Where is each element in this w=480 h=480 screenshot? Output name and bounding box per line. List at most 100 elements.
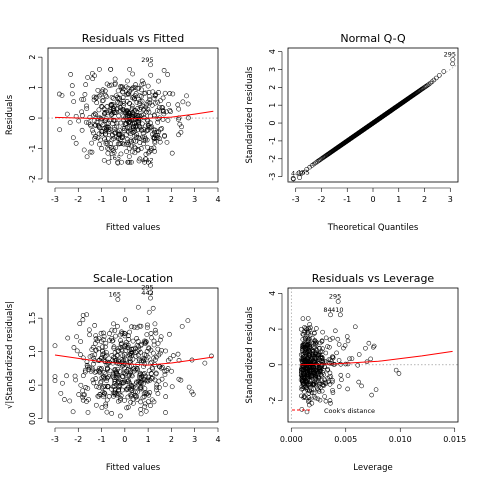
data-point [147, 97, 153, 102]
data-point [96, 107, 102, 113]
x-tick-label: -3 [51, 195, 59, 204]
data-point [165, 72, 170, 77]
data-point [73, 377, 78, 383]
x-tick-label: 3 [192, 435, 197, 444]
data-point [309, 367, 314, 373]
data-point [115, 353, 121, 358]
data-point [151, 342, 157, 348]
data-point [135, 127, 141, 133]
data-point [124, 376, 130, 382]
data-point [141, 107, 146, 113]
data-point [137, 323, 142, 329]
data-point [303, 395, 308, 400]
x-axis-label: Fitted values [106, 463, 161, 473]
data-point [130, 85, 136, 91]
data-point [144, 128, 149, 134]
data-point [437, 73, 442, 78]
data-point [318, 340, 323, 346]
data-point [109, 101, 114, 107]
data-point [101, 158, 107, 163]
data-point [152, 321, 158, 327]
data-point [323, 398, 329, 404]
data-point [180, 99, 186, 105]
x-axis-label: Fitted values [106, 223, 161, 233]
data-point [318, 372, 324, 377]
x-tick-label: 3 [192, 195, 197, 204]
data-point [130, 129, 136, 135]
data-point [155, 119, 161, 125]
data-point [314, 358, 320, 363]
data-point [132, 93, 138, 98]
data-point [157, 337, 163, 343]
data-point [84, 312, 90, 318]
data-point [80, 355, 86, 361]
data-point [299, 407, 305, 412]
data-point [143, 156, 148, 162]
data-point [301, 395, 306, 400]
data-point [143, 151, 149, 157]
data-point [65, 335, 71, 341]
y-tick-label: 0 [268, 120, 277, 125]
data-point [330, 379, 335, 385]
data-point [140, 134, 145, 140]
data-point [151, 135, 157, 141]
data-point [428, 80, 433, 86]
data-point [108, 117, 114, 122]
data-point [110, 148, 116, 154]
data-point [99, 355, 105, 361]
data-point [186, 115, 191, 121]
data-point [359, 383, 364, 389]
data-point [141, 356, 147, 362]
data-point [116, 113, 122, 119]
x-tick-label: 1 [146, 195, 151, 204]
y-tick-label: 4 [268, 291, 277, 296]
data-point [118, 84, 124, 89]
data-point [105, 145, 110, 151]
data-point [82, 367, 88, 373]
data-point [141, 115, 147, 121]
data-point [133, 113, 139, 119]
data-point [355, 363, 361, 368]
data-point [157, 364, 163, 370]
panel-residuals-vs-fitted: Residuals vs Fitted -3 -2 -1 0 1 2 3 4 -2 -1 0 1 2 Fit… [5, 32, 221, 233]
data-point [87, 114, 93, 120]
data-point [345, 386, 350, 392]
data-point [135, 85, 140, 91]
data-point [336, 358, 342, 363]
data-point [91, 380, 97, 386]
plot-frame [287, 287, 459, 423]
y-tick-label: 2 [268, 327, 277, 332]
data-point [105, 365, 110, 371]
data-point [131, 144, 137, 150]
x-tick-label: -3 [51, 435, 59, 444]
data-point [91, 94, 97, 100]
labeled-data-point [297, 175, 302, 180]
data-point [127, 358, 133, 364]
data-point [139, 112, 144, 118]
data-point [71, 99, 77, 104]
data-point [156, 90, 161, 95]
data-point [116, 387, 121, 393]
data-point [312, 330, 317, 336]
data-point [99, 146, 104, 151]
chart-title: Residuals vs Fitted [82, 32, 184, 45]
data-point [323, 335, 329, 341]
data-point [319, 339, 325, 344]
data-point [106, 129, 112, 134]
data-point [114, 369, 119, 374]
data-point [151, 96, 157, 101]
data-point [86, 364, 92, 370]
data-point [134, 134, 139, 140]
data-point [102, 344, 108, 350]
data-point [141, 81, 147, 87]
data-point [133, 82, 138, 88]
data-point [148, 371, 154, 377]
labeled-data-point [148, 290, 153, 296]
data-point [356, 379, 362, 385]
data-point [145, 144, 150, 150]
data-point [111, 381, 117, 387]
data-point [434, 75, 439, 81]
data-point [144, 117, 150, 123]
data-point [330, 390, 336, 395]
data-point [147, 113, 153, 119]
